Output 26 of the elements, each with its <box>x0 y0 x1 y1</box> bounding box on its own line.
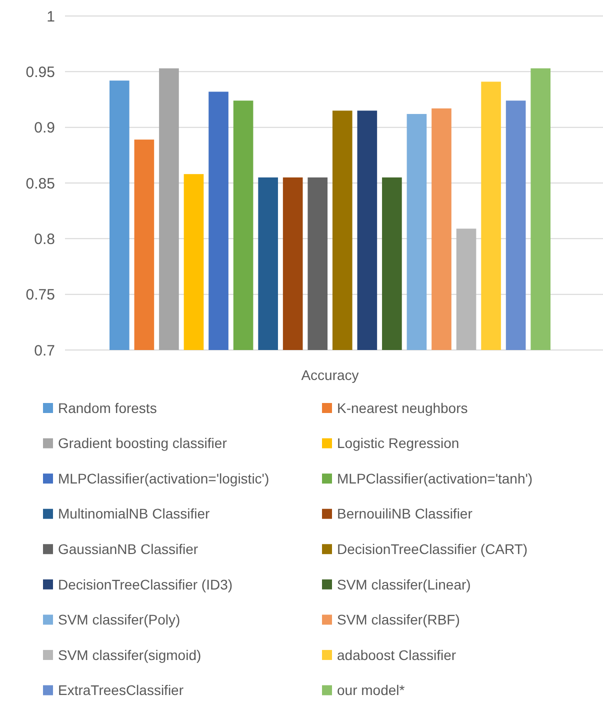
y-tick-label: 0.9 <box>34 120 55 137</box>
y-tick-label: 0.85 <box>26 175 55 192</box>
legend-label: Gradient boosting classifier <box>58 435 228 452</box>
legend-label: MLPClassifier(activation='tanh') <box>337 470 533 486</box>
legend-label: adaboost Classifier <box>337 646 456 663</box>
legend-label: Random forests <box>58 400 157 416</box>
x-tick-label: Accuracy <box>301 367 359 383</box>
y-tick-label: 0.95 <box>26 64 55 81</box>
legend-label: Logistic Regression <box>337 435 460 452</box>
legend-label: SVM classifer(Linear) <box>337 576 471 592</box>
legend-label: DecisionTreeClassifier (ID3) <box>58 576 233 592</box>
y-tick-label: 0.75 <box>26 286 55 304</box>
legend-label: our model* <box>337 682 406 698</box>
legend-label: SVM classifer(sigmoid) <box>58 646 202 663</box>
legend-label: MultinomialNB Classifier <box>58 506 210 522</box>
y-tick-label: 0.8 <box>34 230 55 248</box>
y-tick-label: 0.7 <box>34 342 55 360</box>
legend-label: ExtraTreesClassifier <box>58 682 184 698</box>
legend-label: MLPClassifier(activation='logistic') <box>58 470 270 486</box>
legend-label: K-nearest neughbors <box>337 400 468 416</box>
legend-label: SVM classifer(RBF) <box>337 612 460 628</box>
legend-label: GaussianNB Classifier <box>58 541 198 558</box>
y-tick-label: 1 <box>46 8 55 26</box>
legend-label: BernouiliNB Classifier <box>337 506 473 522</box>
legend-label: SVM classifer(Poly) <box>58 612 180 628</box>
legend-label: DecisionTreeClassifier (CART) <box>337 541 528 558</box>
